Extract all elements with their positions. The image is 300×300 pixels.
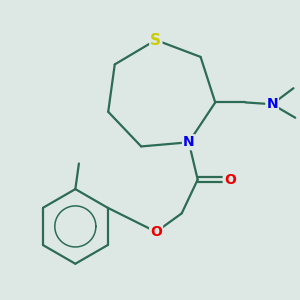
Text: N: N <box>183 135 195 149</box>
Text: S: S <box>150 32 161 47</box>
Text: O: O <box>150 225 162 239</box>
Text: O: O <box>224 172 236 187</box>
Text: N: N <box>266 97 278 111</box>
